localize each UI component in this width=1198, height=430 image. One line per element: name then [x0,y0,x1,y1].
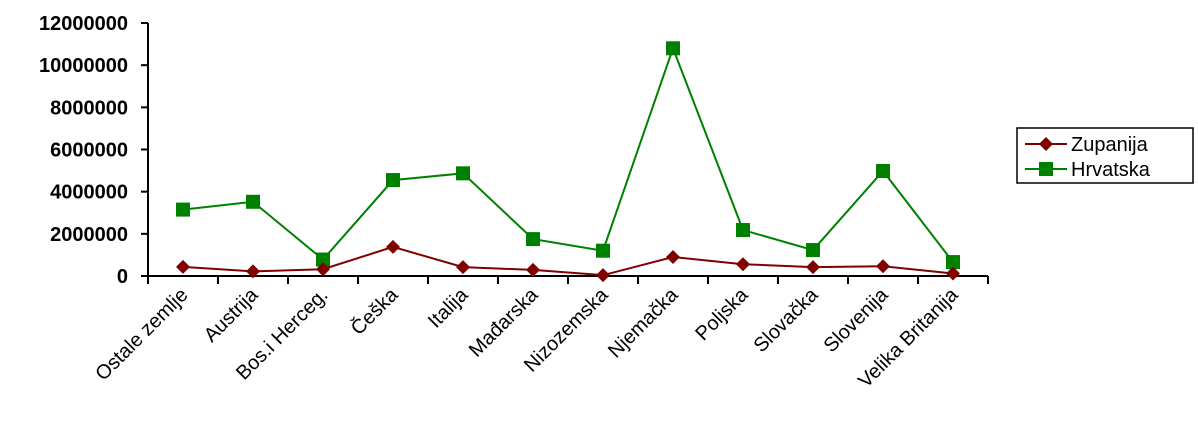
x-tick-label: Njemačka [604,283,683,362]
data-point-hrvatska [526,232,540,246]
x-tick-label: Slovenija [820,283,894,357]
data-point-hrvatska [596,244,610,258]
x-tick-label: Češka [346,283,403,340]
legend-label-hrvatska: Hrvatska [1071,159,1151,181]
series-line-hrvatska [183,48,953,262]
x-tick-label: Austrija [200,283,263,346]
data-point-zupanija [456,260,470,274]
y-tick-label: 6000000 [50,140,128,162]
y-tick-label: 0 [117,266,128,288]
data-point-zupanija [876,259,890,273]
y-axis: 0 2000000 4000000 6000000 8000000 10000000 120… [39,13,148,288]
legend: Zupanija Hrvatska [1017,128,1193,183]
plot-series [176,41,960,282]
y-tick-label: 4000000 [50,182,128,204]
x-tick-label: Slovačka [750,283,824,357]
data-point-hrvatska [666,41,680,55]
y-tick-label: 2000000 [50,224,128,246]
x-tick-label: Poljska [691,283,753,345]
data-point-zupanija [806,260,820,274]
x-tick-label: Italija [424,283,473,332]
y-tick-label: 10000000 [39,55,128,77]
series-hrvatska [176,41,960,269]
series-line-zupanija [183,247,953,275]
data-point-hrvatska [246,195,260,209]
legend-marker-hrvatska [1039,162,1053,176]
data-point-zupanija [176,260,190,274]
data-point-hrvatska [736,223,750,237]
data-point-zupanija [596,268,610,282]
data-point-zupanija [386,240,400,254]
data-point-zupanija [666,250,680,264]
y-tick-label: 12000000 [39,13,128,35]
y-tick-label: 8000000 [50,97,128,119]
legend-label-zupanija: Zupanija [1071,134,1149,156]
data-point-zupanija [736,257,750,271]
data-point-hrvatska [806,243,820,257]
x-tick-label: Ostale zemlje [91,284,192,385]
data-point-zupanija [526,263,540,277]
data-point-hrvatska [176,203,190,217]
data-point-hrvatska [386,173,400,187]
data-point-hrvatska [876,164,890,178]
data-point-hrvatska [456,166,470,180]
